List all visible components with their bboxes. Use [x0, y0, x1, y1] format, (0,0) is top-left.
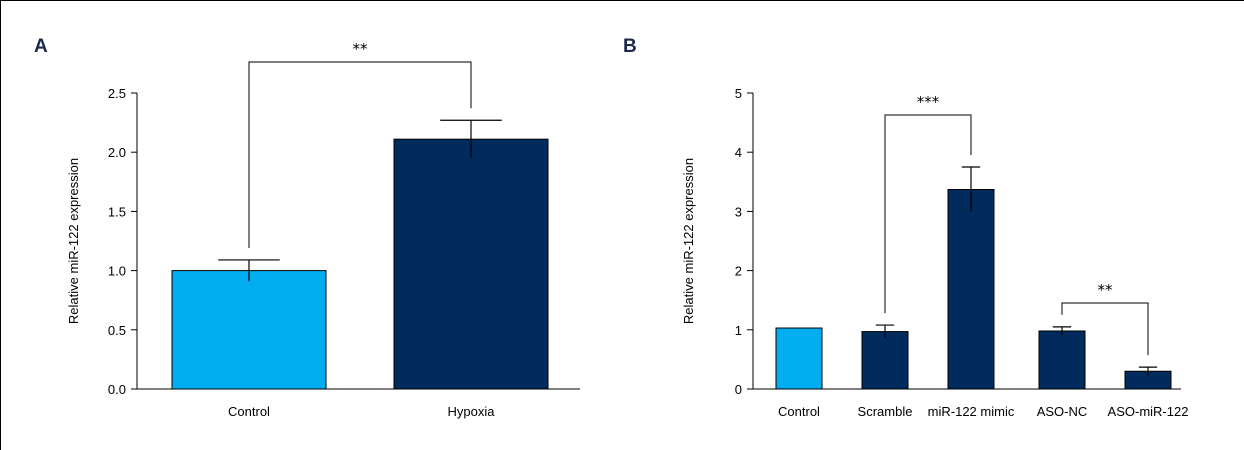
bar-aso-nc	[1038, 330, 1086, 390]
y-axis-title: Relative miR-122 expression	[681, 158, 696, 324]
y-tick-label: 1	[735, 323, 742, 338]
y-tick-label: 4	[735, 145, 742, 160]
y-tick-label: 0	[735, 382, 742, 397]
panel-letter: A	[34, 36, 48, 57]
x-tick-label: Control	[228, 404, 270, 419]
bar-control	[171, 270, 327, 390]
x-tick-label: miR-122 mimic	[928, 404, 1015, 419]
significance-label: **	[1098, 281, 1114, 299]
panel-letter: B	[623, 36, 637, 57]
y-tick-label: 3	[735, 204, 742, 219]
significance-label: **	[353, 40, 369, 58]
y-tick-label: 2	[735, 264, 742, 279]
y-tick-label: 0.0	[108, 382, 126, 397]
significance-bracket	[248, 61, 472, 248]
bar-scramble	[861, 331, 909, 390]
y-tick-label: 1.0	[108, 264, 126, 279]
x-tick-label: ASO-NC	[1037, 404, 1088, 419]
bar-hypoxia	[393, 138, 549, 390]
y-tick-label: 5	[735, 86, 742, 101]
y-tick-label: 2.5	[108, 86, 126, 101]
significance-bracket	[884, 114, 972, 314]
x-tick-label: Control	[778, 404, 820, 419]
y-tick-label: 2.0	[108, 145, 126, 160]
x-tick-label: Hypoxia	[448, 404, 496, 419]
bar-control	[775, 327, 823, 390]
significance-bracket	[1061, 302, 1149, 356]
y-axis-title: Relative miR-122 expression	[66, 158, 81, 324]
significance-label: ***	[917, 93, 940, 111]
y-tick-label: 0.5	[108, 323, 126, 338]
x-tick-label: Scramble	[858, 404, 913, 419]
bar-mir-122-mimic	[947, 188, 995, 390]
y-tick-label: 1.5	[108, 204, 126, 219]
x-tick-label: ASO-miR-122	[1108, 404, 1189, 419]
